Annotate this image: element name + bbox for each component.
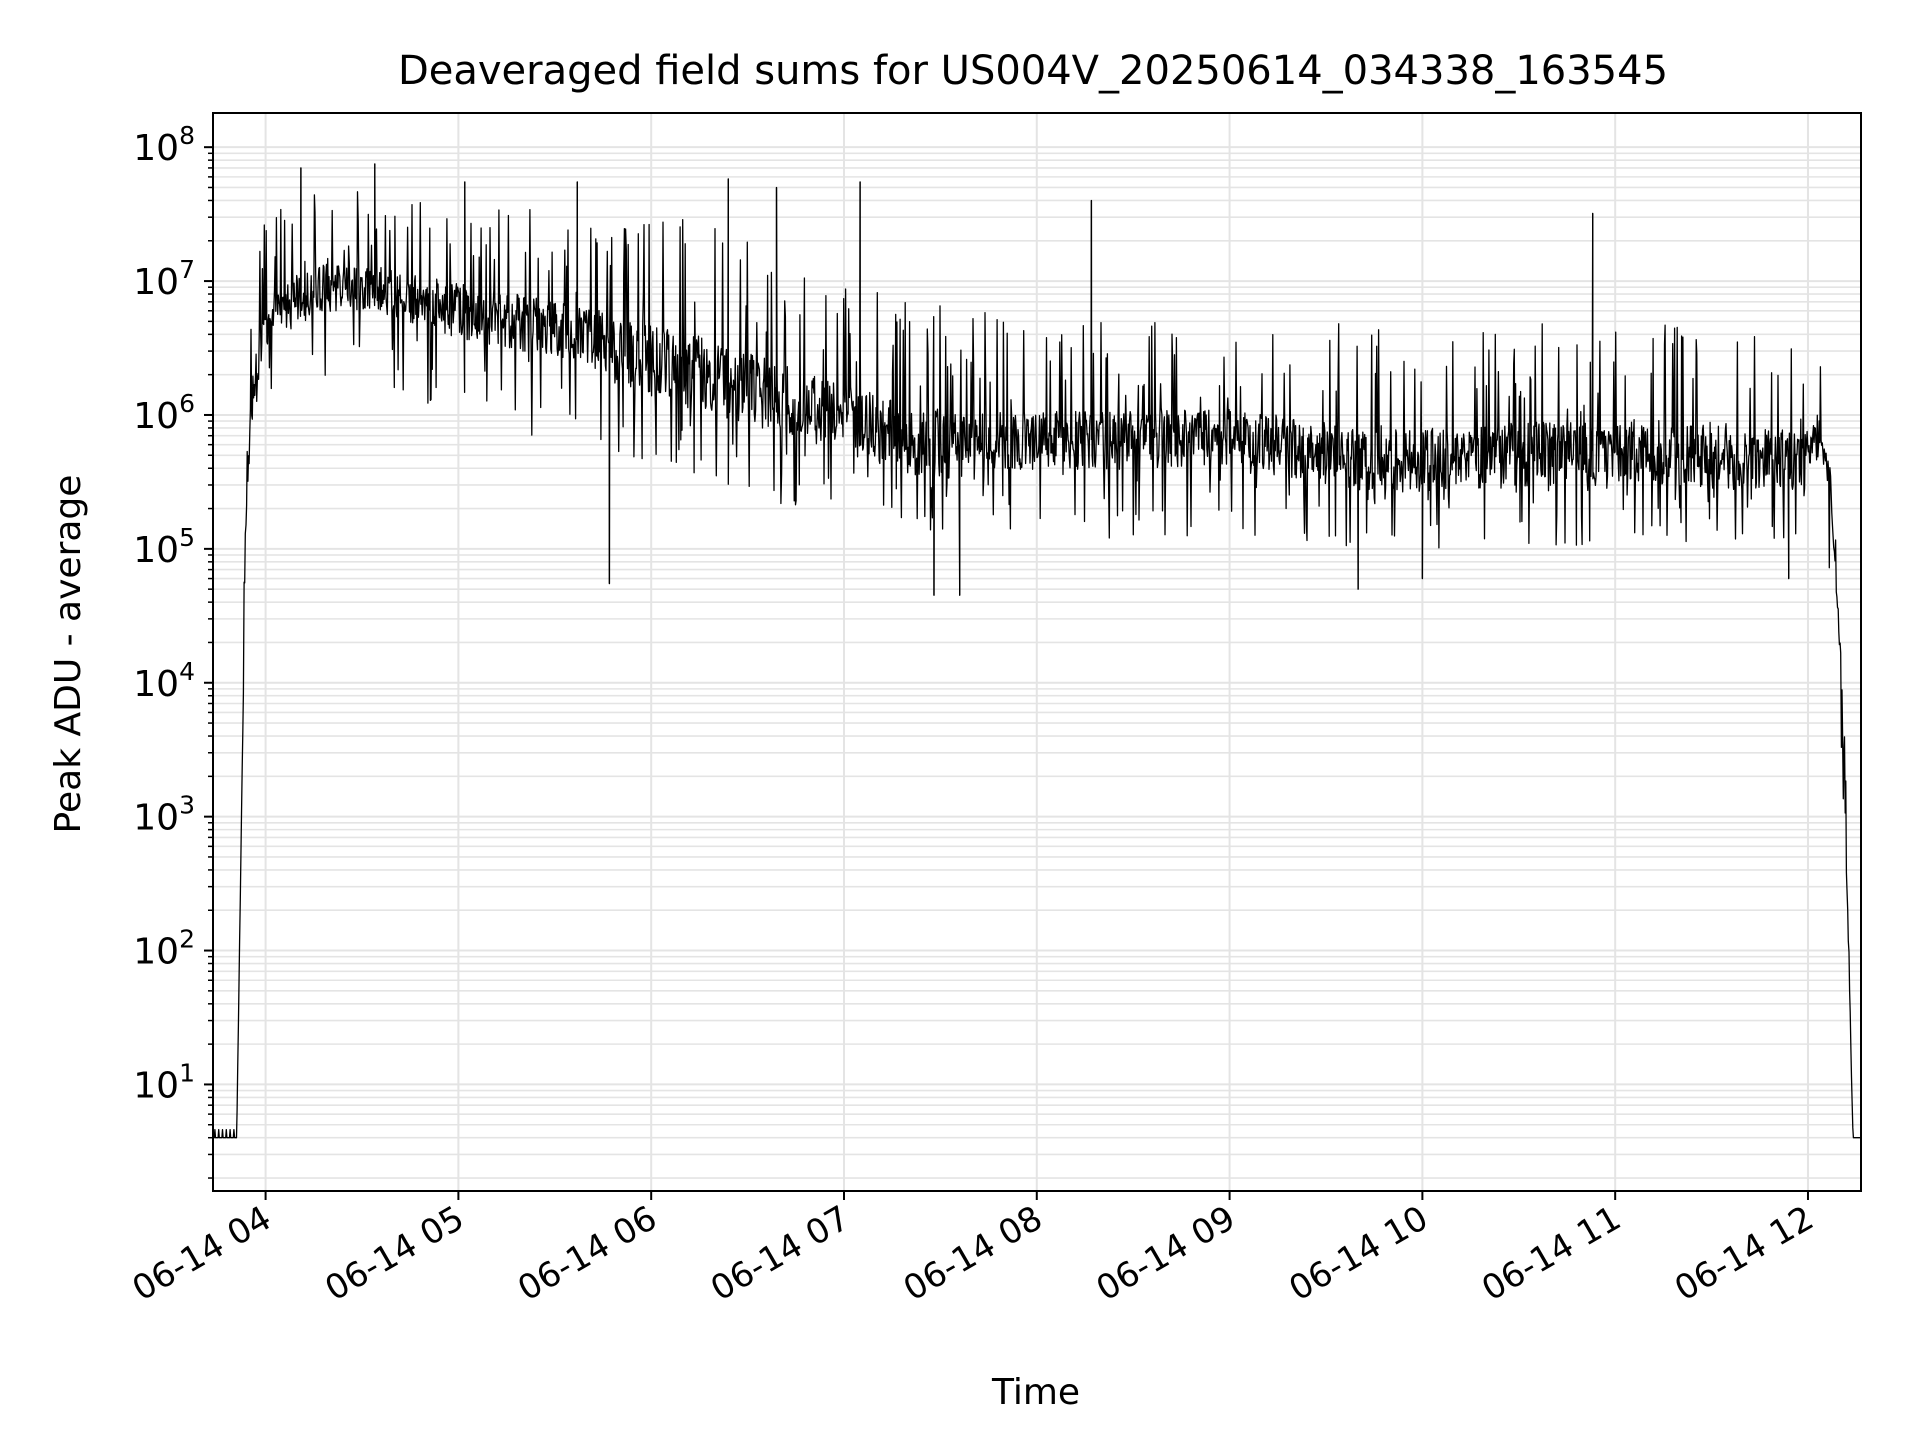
series-line (212, 163, 1862, 1139)
series-layer (212, 163, 1862, 1139)
grid (213, 113, 1861, 1191)
x-axis-label: Time (991, 1372, 1080, 1413)
y-tick-label: 104 (133, 657, 195, 705)
chart-title: Deaveraged field sums for US004V_2025061… (398, 48, 1668, 94)
y-axis-label: Peak ADU - average (48, 475, 89, 834)
y-tick-label: 105 (133, 523, 195, 571)
